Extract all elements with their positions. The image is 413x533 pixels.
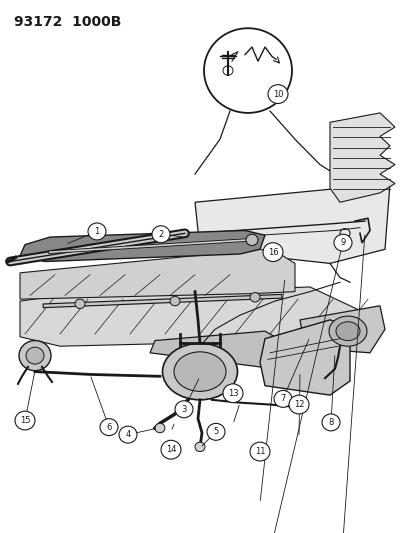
Circle shape xyxy=(267,85,287,103)
Text: 14: 14 xyxy=(165,445,176,454)
Text: 11: 11 xyxy=(254,447,265,456)
Circle shape xyxy=(195,442,204,451)
Circle shape xyxy=(154,423,165,433)
Polygon shape xyxy=(299,306,384,353)
Circle shape xyxy=(206,423,224,440)
Polygon shape xyxy=(20,230,264,262)
Polygon shape xyxy=(150,331,289,376)
Text: 93172  1000B: 93172 1000B xyxy=(14,15,121,29)
Circle shape xyxy=(161,440,180,459)
Text: 15: 15 xyxy=(20,416,30,425)
Text: 4: 4 xyxy=(125,430,131,439)
Circle shape xyxy=(273,390,291,407)
Circle shape xyxy=(245,234,257,246)
Circle shape xyxy=(75,299,85,309)
Circle shape xyxy=(26,347,44,364)
Text: 1: 1 xyxy=(94,227,100,236)
Circle shape xyxy=(19,341,51,370)
Ellipse shape xyxy=(335,322,359,341)
Text: 10: 10 xyxy=(272,90,282,99)
Circle shape xyxy=(249,442,269,461)
Polygon shape xyxy=(20,249,294,299)
Circle shape xyxy=(262,243,282,262)
Text: 3: 3 xyxy=(181,405,186,414)
Circle shape xyxy=(152,226,170,243)
Circle shape xyxy=(223,384,242,402)
Circle shape xyxy=(175,401,192,418)
Circle shape xyxy=(170,296,180,306)
Circle shape xyxy=(321,414,339,431)
Ellipse shape xyxy=(173,352,225,391)
Circle shape xyxy=(288,395,308,414)
Text: 7: 7 xyxy=(280,394,285,403)
Circle shape xyxy=(289,402,299,411)
Ellipse shape xyxy=(204,28,291,113)
Text: 13: 13 xyxy=(227,389,238,398)
Polygon shape xyxy=(259,320,349,395)
Ellipse shape xyxy=(162,343,237,400)
Text: 9: 9 xyxy=(339,238,345,247)
Circle shape xyxy=(88,223,106,240)
Circle shape xyxy=(15,411,35,430)
Circle shape xyxy=(119,426,137,443)
Polygon shape xyxy=(195,183,389,263)
Text: 2: 2 xyxy=(158,230,163,239)
Text: 8: 8 xyxy=(328,418,333,427)
Circle shape xyxy=(100,418,118,435)
Polygon shape xyxy=(329,113,394,202)
Ellipse shape xyxy=(328,316,366,346)
Text: 5: 5 xyxy=(213,427,218,437)
Text: 6: 6 xyxy=(106,423,112,432)
Text: 16: 16 xyxy=(267,248,278,256)
Text: 12: 12 xyxy=(293,400,304,409)
Polygon shape xyxy=(20,287,379,346)
Circle shape xyxy=(333,234,351,251)
Circle shape xyxy=(249,293,259,302)
